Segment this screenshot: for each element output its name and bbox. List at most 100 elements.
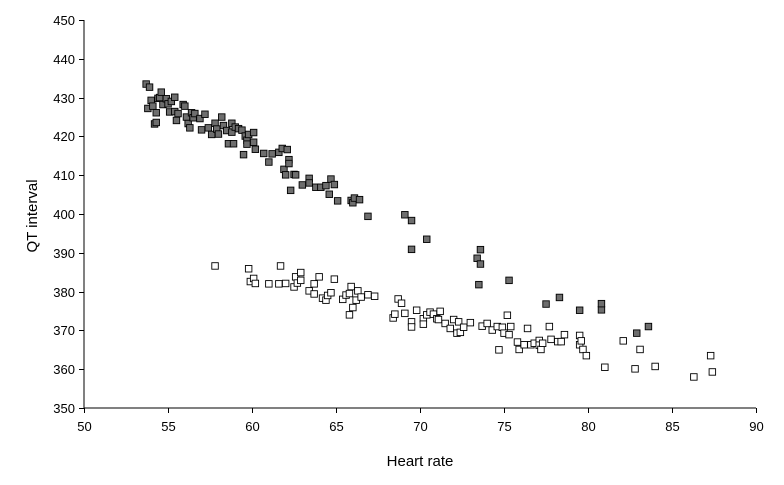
open-square-point <box>391 310 399 318</box>
open-square-point <box>315 273 323 281</box>
filled-square-point <box>249 128 258 137</box>
open-square-point <box>330 275 339 283</box>
filled-square-point <box>330 180 339 189</box>
y-tick-label: 400 <box>53 207 75 222</box>
series-open-squares <box>211 262 717 381</box>
filled-square-point <box>181 102 189 110</box>
open-square-point <box>651 362 659 371</box>
filled-square-point <box>196 114 204 123</box>
filled-square-point <box>286 186 295 195</box>
filled-square-point <box>555 293 564 302</box>
filled-square-point <box>476 260 485 268</box>
open-square-point <box>441 319 449 328</box>
filled-square-point <box>174 109 182 118</box>
open-square-point <box>327 289 335 297</box>
open-square-point <box>354 287 362 295</box>
open-square-point <box>619 337 627 345</box>
open-square-point <box>407 323 416 331</box>
x-tick-label: 80 <box>581 419 595 434</box>
filled-square-point <box>298 181 307 189</box>
open-square-point <box>436 307 444 316</box>
open-square-point <box>276 262 285 270</box>
open-square-point <box>434 315 443 324</box>
open-square-point <box>520 341 528 349</box>
x-tick-label: 55 <box>161 419 175 434</box>
open-square-point <box>513 338 522 346</box>
open-square-point <box>297 276 305 285</box>
filled-square-point <box>197 126 206 134</box>
open-square-point <box>466 318 475 327</box>
filled-square-point <box>407 216 416 225</box>
open-square-point <box>459 323 468 331</box>
filled-square-point <box>475 280 483 289</box>
open-square-point <box>419 320 428 328</box>
open-square-point <box>523 324 532 333</box>
x-tick-label: 75 <box>497 419 511 434</box>
filled-square-point <box>243 140 251 148</box>
open-square-point <box>397 299 406 307</box>
filled-square-point <box>218 113 226 121</box>
open-square-point <box>537 345 545 354</box>
open-square-point <box>631 365 639 373</box>
open-square-point <box>446 324 454 333</box>
filled-square-point <box>644 322 653 331</box>
open-square-point <box>244 265 253 273</box>
open-square-point <box>454 318 463 326</box>
open-square-point <box>690 373 698 381</box>
filled-square-point <box>305 179 313 187</box>
filled-square-point <box>597 299 606 308</box>
filled-square-point <box>285 159 293 168</box>
filled-square-point <box>260 149 268 158</box>
filled-square-point <box>355 195 364 204</box>
x-axis-title: Heart rate <box>387 453 454 470</box>
open-square-point <box>370 292 379 300</box>
y-axis-title: QT interval <box>24 179 41 252</box>
open-square-point <box>297 268 305 277</box>
filled-square-point <box>542 300 550 308</box>
y-tick-label: 390 <box>53 246 75 261</box>
open-square-point <box>515 345 523 354</box>
open-square-point <box>347 282 355 291</box>
y-tick-label: 420 <box>53 129 75 144</box>
x-tick-label: 50 <box>77 419 91 434</box>
open-square-point <box>636 345 644 354</box>
filled-square-point <box>172 116 181 125</box>
y-tick-label: 440 <box>53 52 75 67</box>
filled-square-point <box>191 109 199 118</box>
x-tick-label: 85 <box>665 419 679 434</box>
open-square-point <box>601 363 609 371</box>
open-square-point <box>401 309 409 318</box>
open-square-point <box>547 335 555 344</box>
series-filled-squares <box>142 80 653 337</box>
open-square-point <box>345 311 354 319</box>
y-tick-label: 350 <box>53 401 75 416</box>
filled-square-point <box>281 171 290 179</box>
x-tick-label: 65 <box>329 419 343 434</box>
filled-square-point <box>265 158 273 166</box>
open-square-point <box>495 346 503 354</box>
open-square-point <box>557 337 565 346</box>
filled-square-point <box>186 124 194 132</box>
x-tick-label: 90 <box>749 419 763 434</box>
open-square-point <box>579 345 587 354</box>
y-tick-label: 370 <box>53 323 75 338</box>
open-square-point <box>507 322 515 331</box>
filled-square-point <box>157 88 165 96</box>
filled-square-point <box>214 130 223 138</box>
x-tick-label: 60 <box>245 419 259 434</box>
open-square-point <box>706 351 715 360</box>
filled-square-point <box>325 190 333 198</box>
filled-square-point <box>476 245 485 254</box>
filled-square-point <box>364 212 372 221</box>
open-square-point <box>345 289 354 298</box>
open-square-point <box>310 280 318 288</box>
filled-square-point <box>633 329 641 337</box>
open-square-point <box>310 290 318 298</box>
filled-square-point <box>322 181 330 190</box>
open-square-point <box>281 279 290 288</box>
open-square-point <box>538 339 547 347</box>
open-square-point <box>708 368 717 376</box>
filled-square-point <box>575 306 584 314</box>
